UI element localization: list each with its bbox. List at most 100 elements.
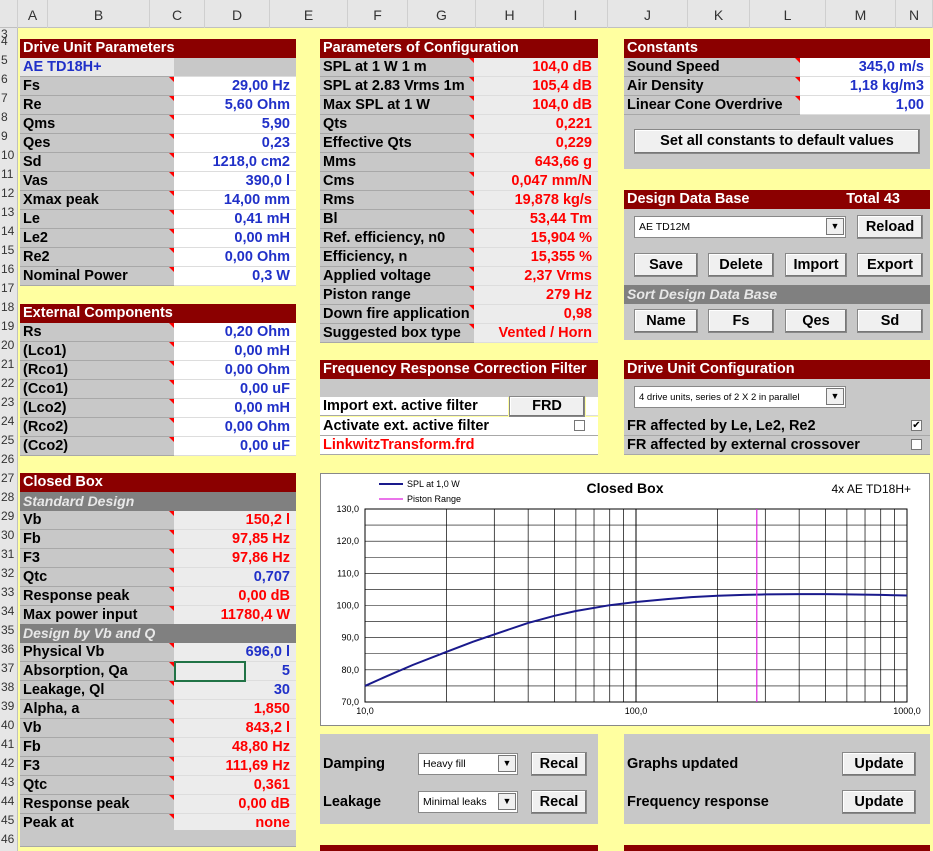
external-param-value[interactable]: 0,00 uF	[174, 437, 296, 456]
column-header[interactable]: A	[18, 0, 48, 28]
row-number[interactable]: 14	[1, 224, 15, 238]
row-number[interactable]: 19	[1, 319, 15, 333]
damping-select[interactable]: Heavy fill ▼	[418, 753, 518, 775]
fr-le-checkbox[interactable]: ✔	[911, 420, 922, 431]
graphs-update-button[interactable]: Update	[842, 752, 916, 776]
row-number[interactable]: 29	[1, 509, 15, 523]
external-param-value[interactable]: 0,00 Ohm	[174, 418, 296, 437]
row-number[interactable]: 13	[1, 205, 15, 219]
drive-param-value[interactable]: 0,00 Ohm	[174, 248, 296, 267]
row-number[interactable]: 27	[1, 471, 15, 485]
row-number[interactable]: 22	[1, 376, 15, 390]
constant-value[interactable]: 1,18 kg/m3	[800, 77, 930, 96]
row-number[interactable]: 23	[1, 395, 15, 409]
save-button[interactable]: Save	[634, 253, 698, 277]
column-header[interactable]: L	[750, 0, 826, 28]
vbq-design-value[interactable]: 1,850	[174, 700, 296, 719]
row-number[interactable]: 40	[1, 718, 15, 732]
row-number[interactable]: 4	[1, 34, 8, 48]
row-number[interactable]: 6	[1, 72, 8, 86]
column-header[interactable]: B	[48, 0, 150, 28]
row-number[interactable]: 28	[1, 490, 15, 504]
design-db-select[interactable]: AE TD12M ▼	[634, 216, 846, 238]
chevron-down-icon[interactable]: ▼	[826, 218, 844, 235]
column-header[interactable]: K	[688, 0, 750, 28]
sort-qes-button[interactable]: Qes	[785, 309, 847, 333]
reload-button[interactable]: Reload	[857, 215, 923, 239]
column-header[interactable]: J	[608, 0, 688, 28]
column-header[interactable]: E	[270, 0, 348, 28]
row-number[interactable]: 8	[1, 110, 8, 124]
vbq-design-value[interactable]: 0,00 dB	[174, 795, 296, 814]
leakage-select[interactable]: Minimal leaks ▼	[418, 791, 518, 813]
row-number[interactable]: 16	[1, 262, 15, 276]
external-param-value[interactable]: 0,00 mH	[174, 342, 296, 361]
row-number[interactable]: 42	[1, 756, 15, 770]
row-number[interactable]: 10	[1, 148, 15, 162]
row-number[interactable]: 20	[1, 338, 15, 352]
row-number[interactable]: 35	[1, 623, 15, 637]
column-header[interactable]: N	[896, 0, 933, 28]
import-button[interactable]: Import	[785, 253, 847, 277]
vbq-design-value[interactable]: 48,80 Hz	[174, 738, 296, 757]
frd-button[interactable]: FRD	[509, 396, 585, 417]
row-number[interactable]: 26	[1, 452, 15, 466]
column-header[interactable]: D	[205, 0, 270, 28]
column-header[interactable]: M	[826, 0, 896, 28]
vbq-design-value[interactable]: 30	[174, 681, 296, 700]
row-number[interactable]: 32	[1, 566, 15, 580]
chevron-down-icon[interactable]: ▼	[498, 755, 516, 772]
row-number[interactable]: 12	[1, 186, 15, 200]
vbq-design-value[interactable]: 111,69 Hz	[174, 757, 296, 776]
row-number[interactable]: 39	[1, 699, 15, 713]
chevron-down-icon[interactable]: ▼	[826, 388, 844, 405]
row-number[interactable]: 17	[1, 281, 15, 295]
vbq-design-value[interactable]: 696,0 l	[174, 643, 296, 662]
external-param-value[interactable]: 0,00 uF	[174, 380, 296, 399]
drive-param-value[interactable]: 0,3 W	[174, 267, 296, 286]
column-header[interactable]: H	[476, 0, 544, 28]
drive-param-value[interactable]: 1218,0 cm2	[174, 153, 296, 172]
sort-sd-button[interactable]: Sd	[857, 309, 923, 333]
column-header[interactable]: G	[408, 0, 476, 28]
row-number[interactable]: 31	[1, 547, 15, 561]
row-number[interactable]: 43	[1, 775, 15, 789]
drive-param-value[interactable]: 390,0 l	[174, 172, 296, 191]
export-button[interactable]: Export	[857, 253, 923, 277]
external-param-value[interactable]: 0,20 Ohm	[174, 323, 296, 342]
delete-button[interactable]: Delete	[708, 253, 774, 277]
fr-xo-checkbox[interactable]	[911, 439, 922, 450]
sort-fs-button[interactable]: Fs	[708, 309, 774, 333]
row-number[interactable]: 44	[1, 794, 15, 808]
row-number[interactable]: 37	[1, 661, 15, 675]
row-number[interactable]: 9	[1, 129, 8, 143]
drive-param-value[interactable]: 0,00 mH	[174, 229, 296, 248]
drive-param-value[interactable]: 5,90	[174, 115, 296, 134]
row-number[interactable]: 30	[1, 528, 15, 542]
constant-value[interactable]: 345,0 m/s	[800, 58, 930, 77]
vbq-design-value[interactable]: 0,361	[174, 776, 296, 795]
row-number[interactable]: 21	[1, 357, 15, 371]
sort-name-button[interactable]: Name	[634, 309, 698, 333]
row-number[interactable]: 15	[1, 243, 15, 257]
row-number[interactable]: 25	[1, 433, 15, 447]
column-header[interactable]: I	[544, 0, 608, 28]
damping-recal-button[interactable]: Recal	[531, 752, 587, 776]
leakage-recal-button[interactable]: Recal	[531, 790, 587, 814]
constant-value[interactable]: 1,00	[800, 96, 930, 115]
reset-constants-button[interactable]: Set all constants to default values	[634, 129, 920, 154]
row-number[interactable]: 45	[1, 813, 15, 827]
row-number[interactable]: 11	[1, 167, 14, 181]
row-number[interactable]: 33	[1, 585, 15, 599]
row-number[interactable]: 38	[1, 680, 15, 694]
drive-config-select[interactable]: 4 drive units, series of 2 X 2 in parall…	[634, 386, 846, 408]
drive-param-value[interactable]: 0,41 mH	[174, 210, 296, 229]
external-param-value[interactable]: 0,00 Ohm	[174, 361, 296, 380]
vbq-design-value[interactable]: 843,2 l	[174, 719, 296, 738]
row-number[interactable]: 5	[1, 53, 8, 67]
drive-param-value[interactable]: 5,60 Ohm	[174, 96, 296, 115]
chevron-down-icon[interactable]: ▼	[498, 793, 516, 810]
column-header[interactable]: C	[150, 0, 205, 28]
external-param-value[interactable]: 0,00 mH	[174, 399, 296, 418]
column-header[interactable]: F	[348, 0, 408, 28]
